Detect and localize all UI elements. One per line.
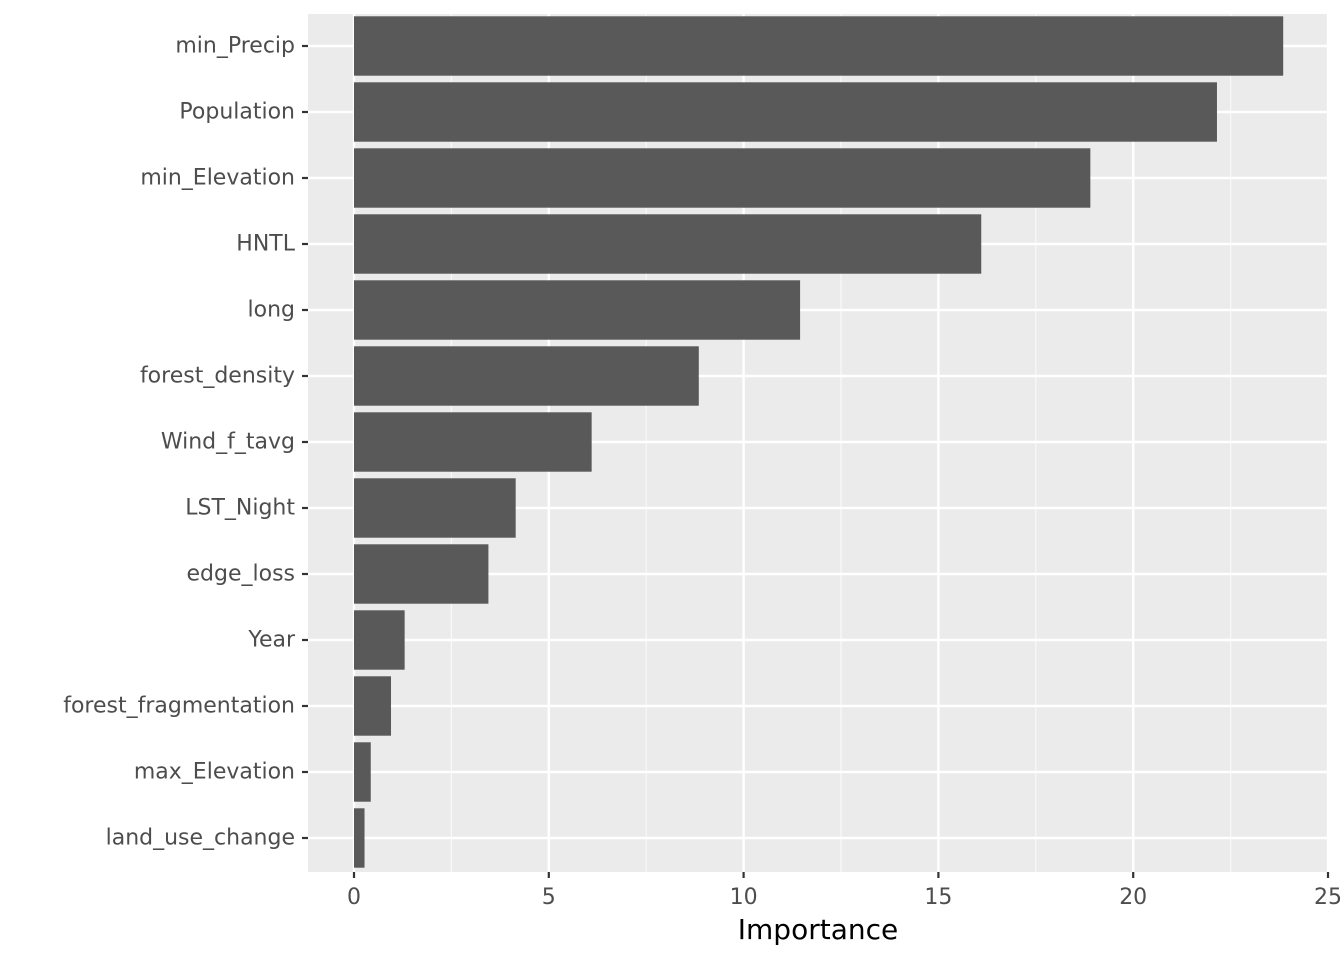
y-tick-label: forest_density (140, 364, 295, 389)
bar-max-elevation (354, 742, 371, 802)
y-tick-label: edge_loss (187, 562, 296, 587)
y-tick-label: Wind_f_tavg (161, 430, 295, 455)
bar-land-use-change (354, 808, 365, 868)
bar-min-precip (354, 16, 1284, 76)
x-tick-label: 25 (1314, 885, 1342, 910)
bar-wind-f-tavg (354, 412, 592, 472)
y-tick-label: HNTL (236, 232, 295, 257)
y-tick-label: LST_Night (185, 496, 295, 521)
bar-hntl (354, 214, 982, 274)
x-tick-label: 20 (1119, 885, 1147, 910)
x-axis: 0 5 10 15 20 25 (347, 872, 1342, 910)
bar-year (354, 610, 405, 670)
x-tick-label: 10 (730, 885, 758, 910)
bar-forest-density (354, 346, 699, 406)
bar-population (354, 82, 1217, 142)
bar-forest-fragmentation (354, 676, 392, 736)
y-tick-label: Population (179, 100, 295, 125)
x-tick-label: 5 (542, 885, 556, 910)
bar-min-elevation (354, 148, 1091, 208)
y-tick-label: forest_fragmentation (63, 694, 295, 719)
y-tick-label: min_Precip (175, 34, 295, 59)
bar-edge-loss (354, 544, 489, 604)
x-tick-label: 0 (347, 885, 361, 910)
x-axis-title: Importance (738, 913, 898, 946)
y-tick-label: max_Elevation (134, 760, 295, 785)
y-tick-label: long (248, 298, 295, 323)
bar-lst-night (354, 478, 516, 538)
y-axis: min_Precip Population min_Elevation HNTL lon… (63, 34, 308, 851)
x-tick-label: 15 (924, 885, 952, 910)
y-tick-label: min_Elevation (140, 166, 295, 191)
y-tick-label: land_use_change (106, 826, 295, 851)
bar-long (354, 280, 801, 340)
y-tick-label: Year (247, 628, 296, 653)
bars (354, 16, 1284, 868)
